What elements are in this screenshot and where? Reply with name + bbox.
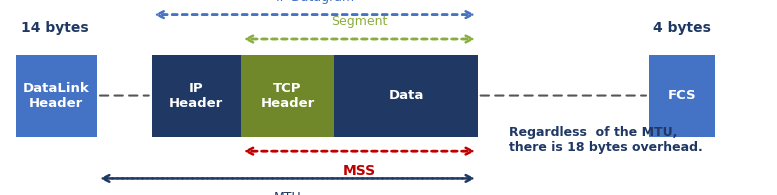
Text: FCS: FCS <box>667 89 696 102</box>
Text: IP Datagram: IP Datagram <box>276 0 354 4</box>
Text: 4 bytes: 4 bytes <box>653 21 711 35</box>
Text: Data: Data <box>388 89 423 102</box>
Bar <box>649 55 715 136</box>
Bar <box>16 55 97 136</box>
Text: DataLink
Header: DataLink Header <box>23 82 89 110</box>
Text: TCP
Header: TCP Header <box>260 82 315 110</box>
Bar <box>241 55 334 136</box>
Bar <box>152 55 241 136</box>
Text: MTU: MTU <box>274 191 301 195</box>
Text: Segment: Segment <box>331 15 388 28</box>
Bar <box>334 55 478 136</box>
Text: MSS: MSS <box>343 164 376 178</box>
Text: Regardless  of the MTU,
there is 18 bytes overhead.: Regardless of the MTU, there is 18 bytes… <box>509 126 702 154</box>
Text: 14 bytes: 14 bytes <box>20 21 89 35</box>
Text: IP
Header: IP Header <box>169 82 223 110</box>
